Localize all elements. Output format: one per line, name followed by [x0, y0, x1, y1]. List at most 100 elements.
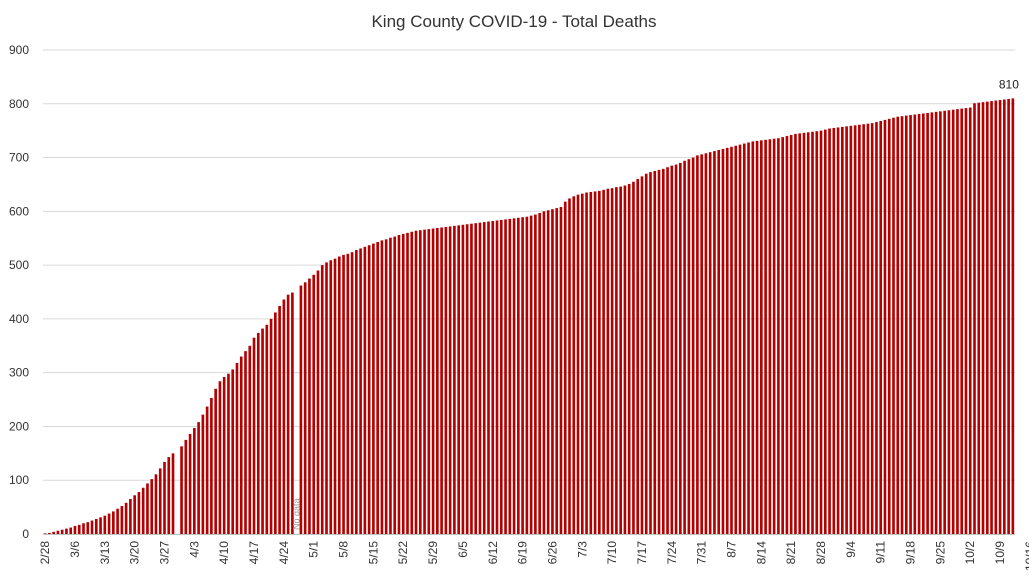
bar [495, 220, 499, 535]
x-tick-label: 3/27 [158, 541, 172, 565]
bar [734, 145, 738, 534]
x-tick-label: 7/24 [665, 541, 679, 565]
bar [696, 155, 699, 534]
bar [171, 453, 175, 534]
bar [636, 179, 640, 534]
bar [389, 237, 392, 534]
bar [1003, 99, 1006, 534]
bar [235, 362, 239, 534]
bar [205, 406, 209, 534]
bar [363, 246, 367, 534]
bar [802, 132, 806, 534]
bar [794, 133, 797, 534]
bar [789, 134, 793, 534]
bar [508, 218, 512, 535]
bar [201, 414, 205, 534]
x-tick-label: 9/25 [933, 541, 947, 565]
bar [615, 187, 618, 534]
bar [823, 129, 827, 534]
bar [777, 138, 780, 534]
bar [337, 256, 341, 534]
bar [355, 250, 358, 535]
bar [725, 147, 729, 534]
bar [610, 188, 614, 534]
bar [367, 245, 371, 534]
bar [303, 282, 307, 534]
bar [738, 144, 742, 534]
bar [504, 219, 507, 534]
bar [930, 112, 934, 534]
bar [904, 115, 908, 535]
bar [602, 189, 605, 534]
bar [444, 226, 448, 534]
x-tick-label: 10/16 [1023, 541, 1029, 571]
bar [320, 265, 324, 534]
bar [691, 157, 695, 534]
bar [133, 495, 136, 534]
bar [879, 120, 883, 535]
bar [350, 252, 354, 534]
bar [939, 111, 942, 534]
bar [892, 117, 895, 534]
bar [436, 228, 439, 534]
bar [346, 253, 350, 534]
bar [598, 190, 601, 534]
bar [180, 446, 183, 534]
bar [69, 527, 73, 534]
bar [517, 217, 520, 535]
bar [499, 219, 503, 534]
bar [559, 207, 563, 534]
bar [299, 285, 303, 534]
bar [811, 131, 814, 535]
bar [563, 201, 567, 534]
bar [542, 211, 546, 534]
bar [666, 167, 669, 535]
axes: 0 100 200 300 400 500 600 700 800 900 2/28 3/6 3/13 3… [9, 43, 1029, 571]
bar [572, 196, 576, 534]
bar [683, 160, 686, 534]
bar [887, 118, 891, 534]
bar [282, 299, 286, 534]
bar [188, 433, 192, 534]
bar [875, 122, 878, 534]
y-tick-label: 700 [9, 151, 29, 165]
x-tick-label: 6/26 [545, 541, 559, 565]
bar [129, 499, 132, 534]
gridlines [43, 49, 1015, 481]
bar [197, 422, 200, 534]
bar [137, 492, 141, 534]
y-tick-label: 800 [9, 97, 29, 111]
bar [73, 525, 77, 534]
bar [65, 528, 68, 534]
bar [333, 258, 337, 534]
bar [99, 517, 102, 534]
bar [700, 154, 703, 534]
bar [977, 102, 981, 534]
bar [231, 369, 235, 534]
bar [964, 108, 968, 534]
bar [862, 124, 865, 535]
bar [755, 140, 759, 534]
x-tick-label: 3/13 [98, 541, 112, 565]
bar [150, 479, 154, 534]
bar [819, 130, 823, 535]
bar [274, 312, 277, 534]
bar [401, 233, 405, 535]
bar [222, 376, 226, 534]
bar [760, 140, 763, 534]
bar [947, 110, 951, 534]
bar [487, 221, 490, 535]
bar [674, 164, 678, 535]
bar [934, 111, 938, 534]
bar [163, 461, 166, 534]
bar [764, 139, 767, 534]
bar [661, 168, 665, 534]
bar [265, 324, 269, 534]
bar [470, 223, 473, 534]
bar [410, 231, 414, 534]
bar [576, 194, 580, 534]
bar [316, 270, 320, 534]
bar [990, 101, 993, 534]
bar [632, 181, 635, 534]
bar [679, 162, 682, 534]
